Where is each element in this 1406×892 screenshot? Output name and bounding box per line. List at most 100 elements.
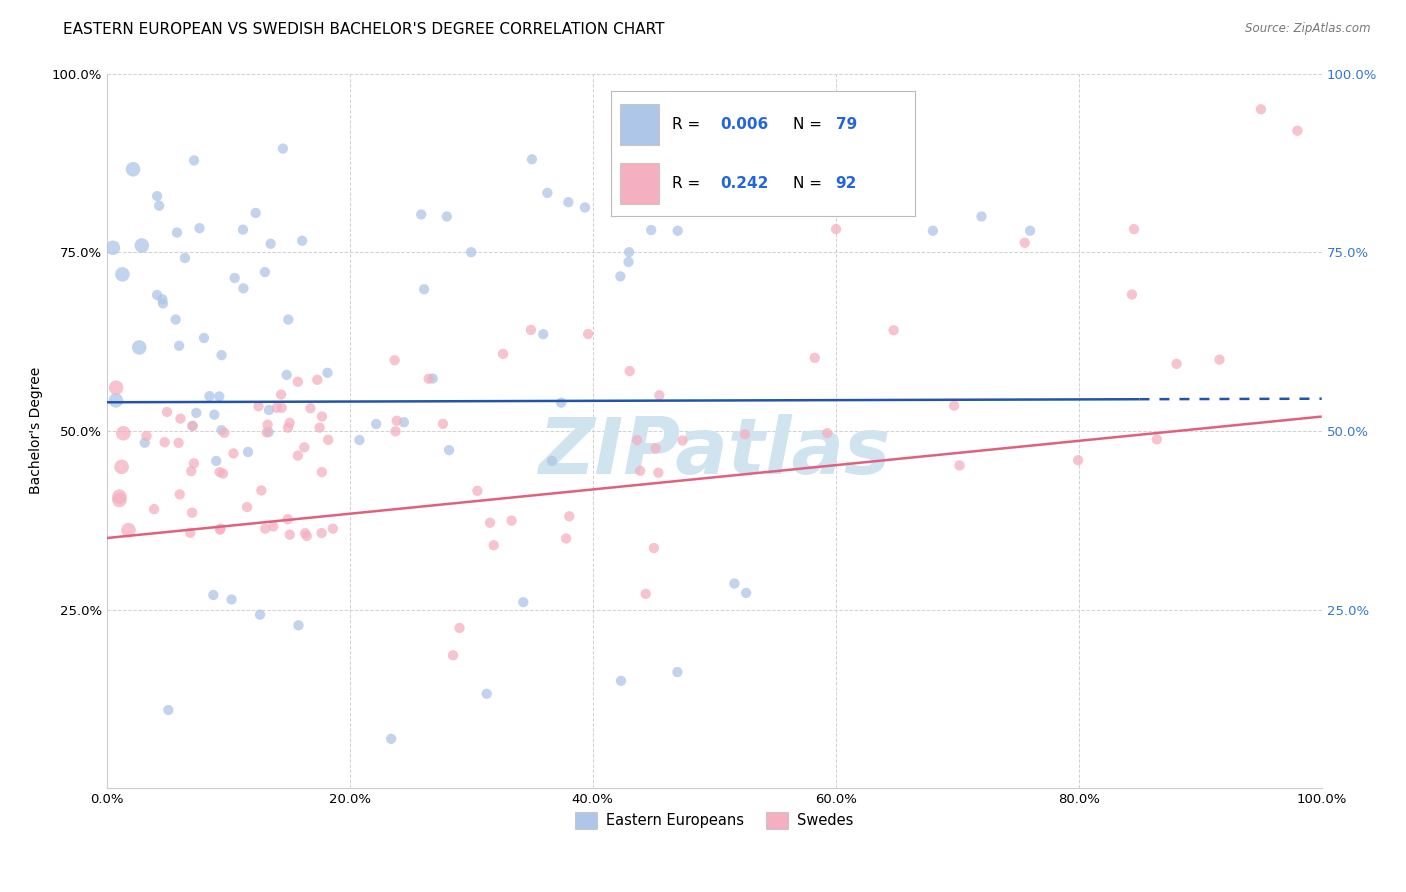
Point	[165, 312, 187, 326]
Point	[671, 434, 693, 448]
Point	[520, 153, 543, 167]
Point	[411, 207, 433, 221]
Point	[449, 621, 471, 635]
Point	[432, 417, 454, 431]
Point	[256, 425, 278, 440]
Point	[291, 234, 314, 248]
Point	[970, 210, 993, 224]
Point	[576, 326, 599, 341]
Y-axis label: Bachelor's Degree: Bachelor's Degree	[30, 368, 44, 494]
Point	[385, 414, 408, 428]
Point	[536, 186, 558, 200]
Point	[250, 483, 273, 498]
Point	[277, 512, 299, 526]
Point	[150, 292, 173, 306]
Point	[723, 576, 745, 591]
Point	[266, 401, 288, 415]
Point	[232, 222, 254, 236]
Point	[1166, 357, 1188, 371]
Point	[183, 153, 205, 168]
Point	[224, 271, 246, 285]
Point	[422, 371, 444, 385]
Point	[278, 527, 301, 541]
Point	[208, 389, 231, 403]
Point	[181, 506, 204, 520]
Point	[617, 245, 640, 260]
Point	[883, 323, 905, 337]
Point	[316, 366, 339, 380]
Point	[287, 618, 309, 632]
Point	[531, 327, 554, 342]
Point	[520, 323, 543, 337]
Point	[202, 588, 225, 602]
Point	[205, 454, 228, 468]
Point	[188, 221, 211, 235]
Point	[734, 427, 756, 442]
Point	[287, 375, 309, 389]
Point	[193, 331, 215, 345]
Point	[815, 426, 838, 441]
Point	[574, 201, 596, 215]
Point	[146, 189, 169, 203]
Point	[186, 406, 208, 420]
Point	[209, 423, 232, 437]
Point	[104, 393, 127, 408]
Point	[460, 245, 482, 260]
Point	[232, 281, 254, 295]
Point	[479, 516, 502, 530]
Point	[316, 433, 339, 447]
Point	[167, 435, 190, 450]
Point	[181, 418, 204, 433]
Point	[270, 401, 292, 415]
Point	[134, 435, 156, 450]
Point	[482, 538, 505, 552]
Point	[208, 523, 231, 537]
Point	[143, 502, 166, 516]
Point	[183, 456, 205, 470]
Point	[501, 514, 523, 528]
Point	[311, 409, 333, 424]
Point	[180, 464, 202, 478]
Point	[122, 162, 145, 177]
Point	[254, 522, 277, 536]
Point	[610, 673, 633, 688]
Point	[384, 425, 406, 439]
Point	[153, 435, 176, 450]
Point	[413, 282, 436, 296]
Point	[245, 206, 267, 220]
Point	[152, 296, 174, 310]
Point	[257, 403, 280, 417]
Point	[634, 587, 657, 601]
Point	[475, 687, 498, 701]
Point	[311, 526, 333, 541]
Point	[436, 210, 458, 224]
Point	[105, 381, 128, 395]
Point	[156, 405, 179, 419]
Point	[209, 522, 232, 536]
Point	[666, 224, 689, 238]
Point	[287, 449, 309, 463]
Point	[558, 509, 581, 524]
Point	[256, 417, 278, 432]
Point	[735, 586, 758, 600]
Point	[1067, 453, 1090, 467]
Point	[1121, 287, 1143, 301]
Point	[253, 265, 276, 279]
Point	[557, 195, 579, 210]
Point	[198, 389, 221, 403]
Text: Source: ZipAtlas.com: Source: ZipAtlas.com	[1246, 22, 1371, 36]
Point	[647, 466, 669, 480]
Point	[236, 500, 259, 514]
Point	[157, 703, 180, 717]
Point	[307, 373, 329, 387]
Point	[626, 433, 648, 447]
Point	[943, 399, 966, 413]
Point	[247, 399, 270, 413]
Point	[295, 529, 318, 543]
Point	[202, 408, 225, 422]
Point	[617, 255, 640, 269]
Point	[271, 142, 294, 156]
Point	[221, 592, 243, 607]
Text: ZIPatlas: ZIPatlas	[538, 414, 890, 491]
Point	[111, 268, 134, 282]
